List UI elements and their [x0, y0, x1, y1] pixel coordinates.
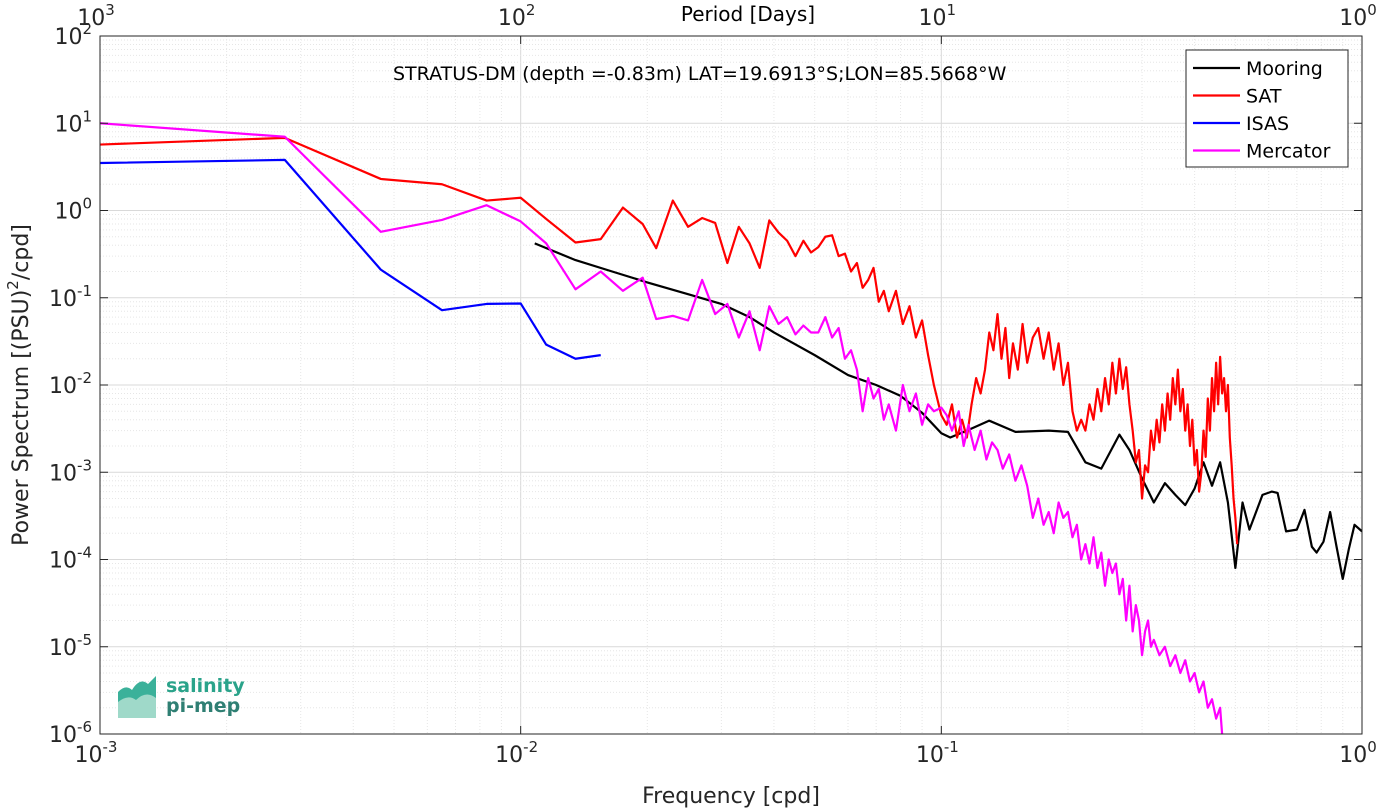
y-axis-title: Power Spectrum [(PSU)2/cpd] — [4, 224, 34, 546]
y-tick-label: 10-6 — [49, 718, 92, 748]
series-line-mooring — [534, 242, 1362, 580]
chart-title: STRATUS-DM (depth =-0.83m) LAT=19.6913°S… — [393, 63, 1007, 85]
top-tick-label: 102 — [498, 1, 536, 31]
y-tick-label: 10-1 — [49, 282, 92, 312]
y-tick-label: 10-3 — [49, 456, 92, 486]
salinity-pi-mep-logo: salinity pi-mep — [118, 675, 245, 718]
series-line-mercator — [100, 122, 1224, 734]
legend-label-mooring: Mooring — [1246, 58, 1323, 80]
legend-box — [1185, 49, 1349, 168]
series-line-isas — [100, 158, 601, 360]
top-tick-label: 103 — [77, 1, 115, 31]
top-tick-label: 101 — [919, 1, 957, 31]
legend: Mooring SAT ISAS Mercator — [1185, 49, 1349, 168]
y-tick-label: 101 — [54, 107, 92, 137]
x-tick-label: 10-2 — [495, 738, 538, 768]
x-axis-title: Frequency [cpd] — [642, 784, 820, 809]
y-tick-label: 10-5 — [49, 631, 92, 661]
legend-label-mercator: Mercator — [1246, 141, 1331, 163]
logo-text-line1: salinity — [166, 675, 245, 697]
top-axis-title: Period [Days] — [681, 2, 815, 26]
logo-text-line2: pi-mep — [166, 695, 240, 717]
x-tick-label: 10-1 — [916, 738, 959, 768]
series-layer — [100, 122, 1362, 734]
y-tick-label: 102 — [54, 20, 92, 50]
x-tick-label: 10-3 — [75, 738, 118, 768]
series-line-sat — [100, 136, 1239, 545]
legend-label-sat: SAT — [1246, 86, 1282, 108]
y-tick-label: 10-4 — [49, 544, 92, 574]
y-axis-title-sup: 2 — [4, 280, 22, 290]
x-tick-label: 100 — [1339, 738, 1377, 768]
logo-wave-light-icon — [118, 694, 156, 718]
y-tick-label: 100 — [54, 195, 92, 225]
legend-label-isas: ISAS — [1246, 113, 1289, 135]
top-tick-label: 100 — [1339, 1, 1377, 31]
y-tick-label: 10-2 — [49, 369, 92, 399]
